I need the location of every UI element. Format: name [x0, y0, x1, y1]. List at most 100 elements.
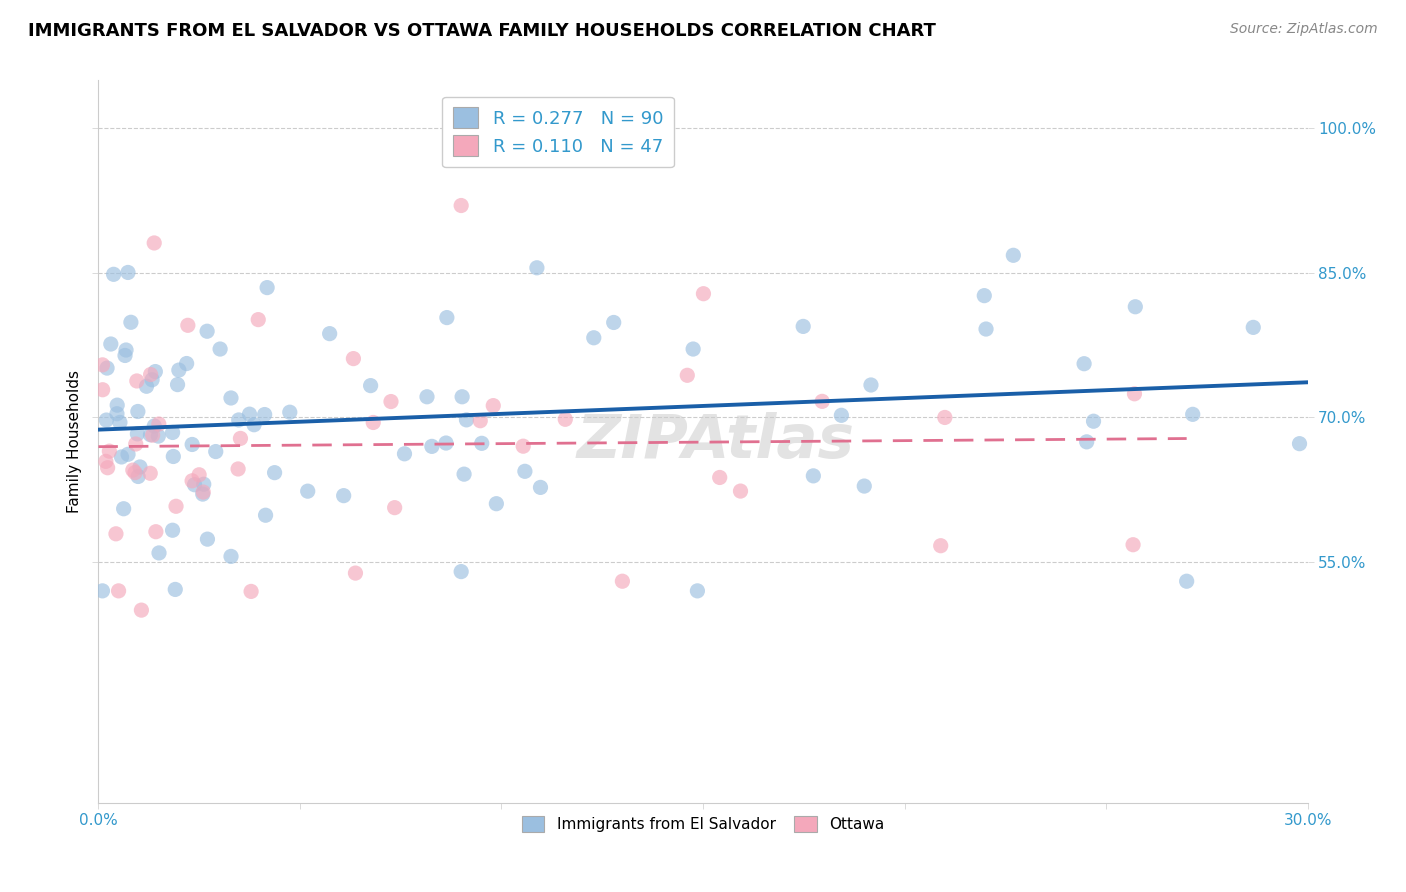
Point: [162, 450, 184, 464]
Point: [142, 428, 165, 442]
Point: [361, 416, 384, 430]
Point: [238, 407, 260, 421]
Point: [117, 447, 139, 461]
Point: [131, 603, 153, 617]
Point: [117, 265, 139, 279]
Point: [470, 414, 492, 428]
Point: [124, 466, 146, 480]
Point: [332, 489, 354, 503]
Point: [450, 198, 472, 212]
Point: [143, 365, 166, 379]
Point: [453, 467, 475, 482]
Point: [1241, 320, 1264, 334]
Point: [651, 150, 673, 164]
Point: [1076, 434, 1098, 449]
Point: [121, 463, 143, 477]
Point: [434, 436, 457, 450]
Point: [139, 427, 162, 442]
Point: [974, 322, 997, 336]
Point: [112, 501, 135, 516]
Point: [177, 318, 200, 333]
Point: [141, 373, 163, 387]
Point: [226, 462, 249, 476]
Point: [934, 410, 956, 425]
Point: [110, 450, 132, 464]
Point: [91, 383, 114, 397]
Point: [96, 361, 118, 376]
Point: [105, 398, 128, 412]
Point: [360, 378, 382, 392]
Point: [176, 357, 198, 371]
Point: [318, 326, 340, 341]
Point: [380, 394, 402, 409]
Point: [125, 437, 148, 451]
Point: [1083, 414, 1105, 428]
Point: [416, 390, 439, 404]
Point: [115, 343, 138, 357]
Point: [181, 437, 204, 451]
Point: [129, 459, 152, 474]
Point: [145, 524, 167, 539]
Point: [1181, 408, 1204, 422]
Point: [105, 407, 128, 421]
Point: [165, 500, 187, 514]
Point: [97, 460, 120, 475]
Point: [243, 417, 266, 432]
Point: [143, 419, 166, 434]
Point: [686, 583, 709, 598]
Point: [256, 280, 278, 294]
Point: [240, 584, 263, 599]
Point: [167, 363, 190, 377]
Point: [1123, 300, 1146, 314]
Point: [830, 409, 852, 423]
Point: [127, 469, 149, 483]
Point: [193, 477, 215, 491]
Point: [162, 523, 184, 537]
Point: [709, 470, 731, 484]
Point: [98, 444, 121, 458]
Point: [100, 337, 122, 351]
Point: [228, 413, 250, 427]
Point: [188, 467, 211, 482]
Point: [254, 508, 277, 523]
Point: [929, 539, 952, 553]
Point: [108, 416, 131, 430]
Point: [297, 484, 319, 499]
Point: [253, 408, 276, 422]
Point: [451, 390, 474, 404]
Point: [127, 426, 149, 441]
Point: [1175, 574, 1198, 589]
Point: [247, 312, 270, 326]
Point: [148, 417, 170, 431]
Point: [278, 405, 301, 419]
Legend: Immigrants from El Salvador, Ottawa: Immigrants from El Salvador, Ottawa: [516, 810, 890, 838]
Point: [183, 477, 205, 491]
Point: [104, 526, 127, 541]
Point: [107, 583, 129, 598]
Point: [456, 413, 478, 427]
Point: [209, 342, 232, 356]
Point: [120, 315, 142, 329]
Point: [853, 479, 876, 493]
Point: [229, 431, 252, 445]
Point: [219, 391, 242, 405]
Point: [103, 268, 125, 282]
Point: [384, 500, 406, 515]
Text: IMMIGRANTS FROM EL SALVADOR VS OTTAWA FAMILY HOUSEHOLDS CORRELATION CHART: IMMIGRANTS FROM EL SALVADOR VS OTTAWA FA…: [28, 22, 936, 40]
Point: [139, 467, 162, 481]
Point: [471, 436, 494, 450]
Point: [526, 260, 548, 275]
Point: [148, 546, 170, 560]
Point: [114, 349, 136, 363]
Point: [166, 377, 188, 392]
Point: [1123, 386, 1146, 401]
Text: Source: ZipAtlas.com: Source: ZipAtlas.com: [1230, 22, 1378, 37]
Point: [125, 374, 148, 388]
Point: [148, 429, 170, 443]
Point: [342, 351, 364, 366]
Point: [450, 565, 472, 579]
Point: [344, 566, 367, 580]
Point: [143, 235, 166, 250]
Point: [692, 286, 714, 301]
Point: [485, 497, 508, 511]
